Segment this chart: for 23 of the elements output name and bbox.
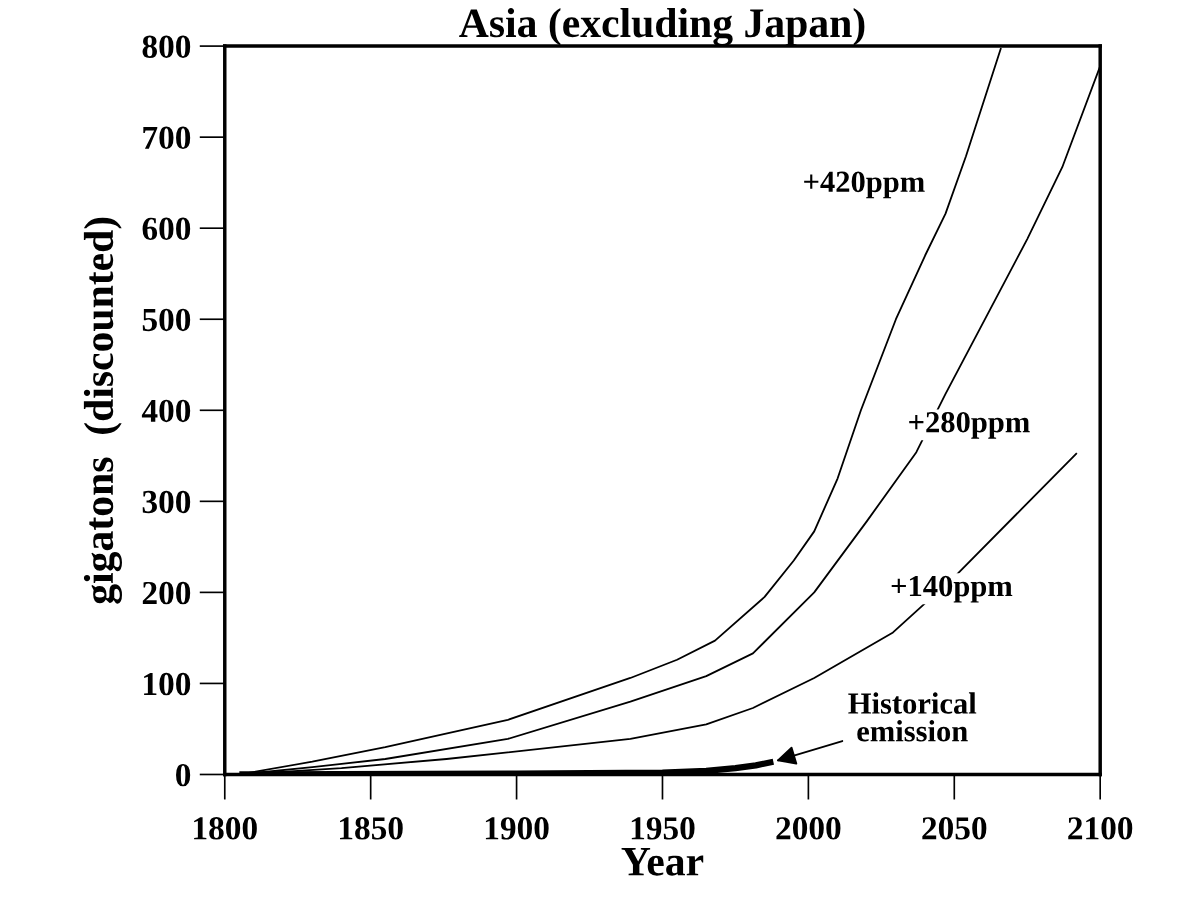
series-label: +280ppm bbox=[909, 411, 1030, 439]
y-tick-label: 400 bbox=[141, 399, 191, 423]
y-tick-label: 300 bbox=[142, 490, 191, 514]
x-tick-label: 1900 bbox=[485, 817, 549, 840]
y-tick-label: 700 bbox=[143, 126, 191, 150]
annotation: Historical emission bbox=[848, 692, 977, 742]
chart-title: Asia (excluding Japan) bbox=[459, 7, 865, 47]
y-tick-label: 500 bbox=[142, 308, 191, 332]
y-tick-label: 100 bbox=[144, 672, 191, 696]
y-tick-label: 800 bbox=[142, 35, 191, 58]
x-tick-label: 1850 bbox=[340, 817, 403, 840]
y-tick-label: 600 bbox=[142, 217, 191, 241]
x-tick-label: 2000 bbox=[776, 817, 841, 840]
x-tick-label: 2050 bbox=[922, 817, 987, 840]
y-axis-title: gigatons (discounted) bbox=[83, 217, 122, 604]
x-tick-label: 1950 bbox=[631, 817, 695, 840]
y-tick-label: 0 bbox=[176, 763, 191, 787]
x-tick-label: 1800 bbox=[194, 817, 257, 840]
x-axis-title: Year bbox=[621, 848, 704, 876]
x-tick-label: 2100 bbox=[1068, 817, 1133, 840]
y-tick-label: 200 bbox=[142, 581, 191, 605]
series-label: +140ppm bbox=[891, 575, 1013, 603]
series-label: +420ppm bbox=[804, 171, 925, 199]
